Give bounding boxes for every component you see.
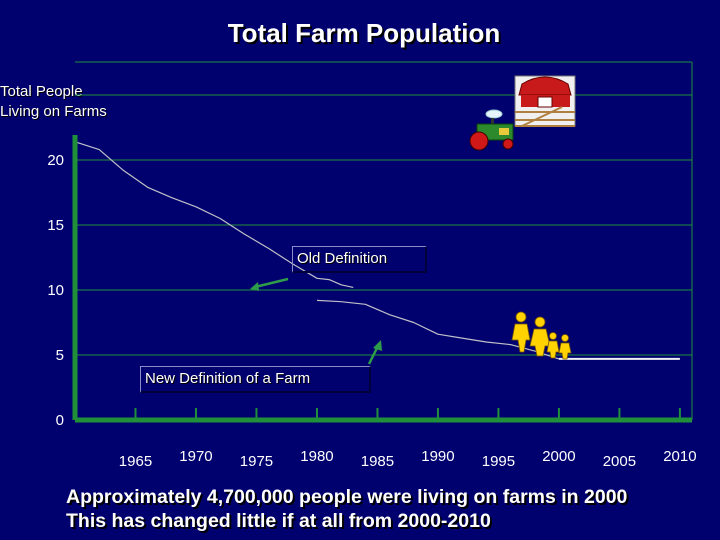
y-tick-label: 15 <box>47 217 64 234</box>
old-definition-callout: Old Definition <box>292 246 427 273</box>
y-tick-label: 10 <box>47 282 64 299</box>
x-tick-label: 1975 <box>240 453 273 470</box>
series-line-2 <box>316 299 560 360</box>
series-lines <box>74 141 680 360</box>
x-tick-label: 1970 <box>179 448 212 465</box>
x-tick-label: 2000 <box>542 448 575 465</box>
x-tick-label: 1990 <box>421 448 454 465</box>
x-tick-label: 1965 <box>119 453 152 470</box>
x-tick-label: 2010 <box>663 448 696 465</box>
footer-text: Approximately 4,700,000 people were livi… <box>66 485 627 533</box>
x-tick-label: 1980 <box>300 448 333 465</box>
footer-line-2: This has changed little if at all from 2… <box>66 510 491 532</box>
new-definition-arrowhead <box>373 340 382 351</box>
y-axis-label: Total People Living on Farms <box>0 83 107 120</box>
new-definition-callout: New Definition of a Farm <box>140 366 371 393</box>
series-line-1 <box>74 141 354 288</box>
old-definition-arrow <box>254 277 289 289</box>
chart-title: Total Farm Population <box>227 18 501 48</box>
x-tick-label: 1995 <box>482 453 515 470</box>
gridlines <box>75 94 692 356</box>
farm-barn-icon <box>514 75 576 127</box>
footer-line-1: Approximately 4,700,000 people were livi… <box>66 486 628 508</box>
axis-ticks <box>134 408 681 420</box>
tractor-icon <box>469 109 514 151</box>
farm-family-icon <box>511 311 572 360</box>
y-tick-label: 20 <box>47 152 64 169</box>
old-definition-arrowhead <box>250 282 259 291</box>
tick-labels: 0 5 10 15 20 1965 1970 1975 1980 1985 1990 1995 2000… <box>47 152 696 470</box>
x-tick-label: 2005 <box>603 453 636 470</box>
x-tick-label: 1985 <box>361 453 394 470</box>
y-tick-label: 5 <box>56 347 64 364</box>
y-tick-label: 0 <box>56 412 64 429</box>
